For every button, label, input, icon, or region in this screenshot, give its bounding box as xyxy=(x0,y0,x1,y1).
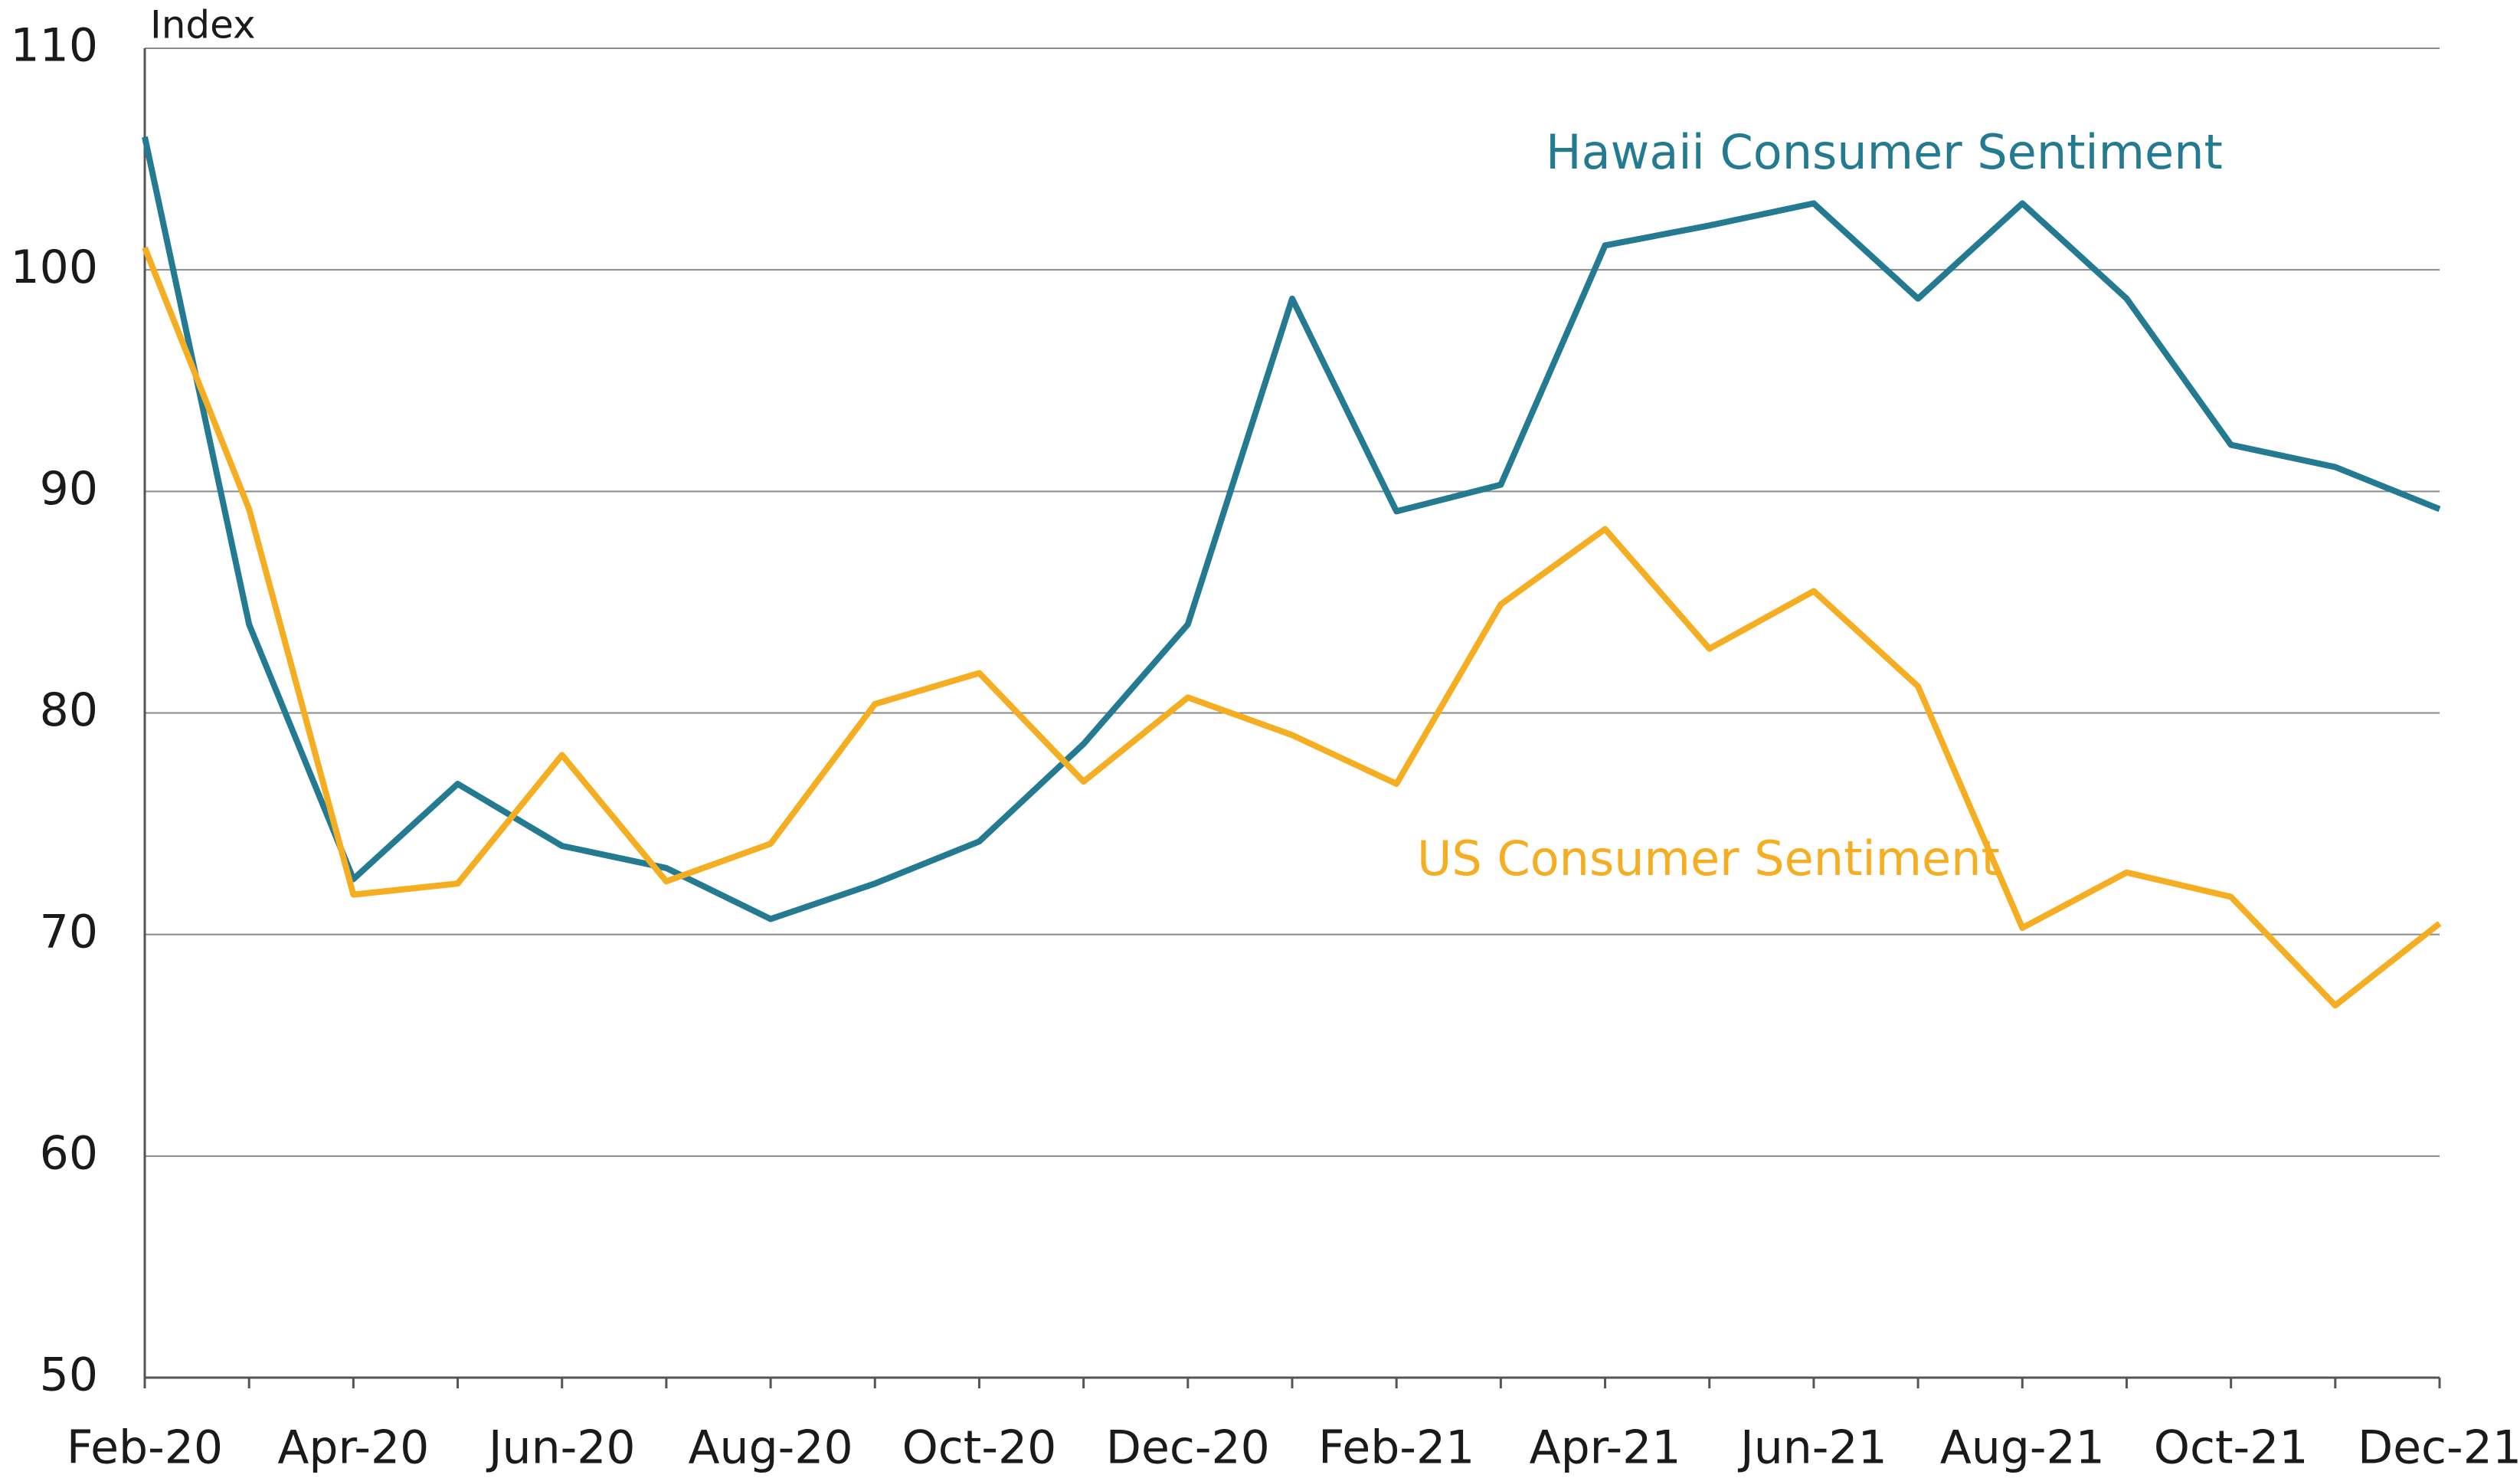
x-tick-label: Oct-20 xyxy=(902,1421,1057,1475)
series-label: Hawaii Consumer Sentiment xyxy=(1546,124,2223,180)
x-tick-label: Jun-21 xyxy=(1737,1421,1887,1475)
x-tick-label: Aug-21 xyxy=(1940,1421,2105,1475)
y-tick-label: 90 xyxy=(40,462,98,516)
x-tick-label: Apr-20 xyxy=(277,1421,429,1475)
series-label: US Consumer Sentiment xyxy=(1417,831,2000,886)
series-line xyxy=(142,136,2441,923)
x-tick-label: Jun-20 xyxy=(486,1421,636,1475)
y-tick-label: 110 xyxy=(10,19,98,73)
y-tick-label: 80 xyxy=(40,683,98,737)
x-tick-label: Dec-20 xyxy=(1106,1421,1270,1475)
x-tick-label: Apr-21 xyxy=(1530,1421,1681,1475)
x-tick-label: Feb-20 xyxy=(67,1421,223,1475)
x-tick-label: Dec-21 xyxy=(2358,1421,2520,1475)
y-axis-label: Index xyxy=(150,3,256,48)
x-tick-label: Oct-21 xyxy=(2154,1421,2309,1475)
y-tick-label: 50 xyxy=(40,1349,98,1402)
y-tick-label: 60 xyxy=(40,1126,98,1180)
series-line xyxy=(142,246,2442,1009)
y-tick-label: 70 xyxy=(40,905,98,959)
y-tick-label: 100 xyxy=(10,241,98,294)
x-tick-label: Feb-21 xyxy=(1318,1421,1474,1475)
x-tick-label: Aug-20 xyxy=(689,1421,853,1475)
